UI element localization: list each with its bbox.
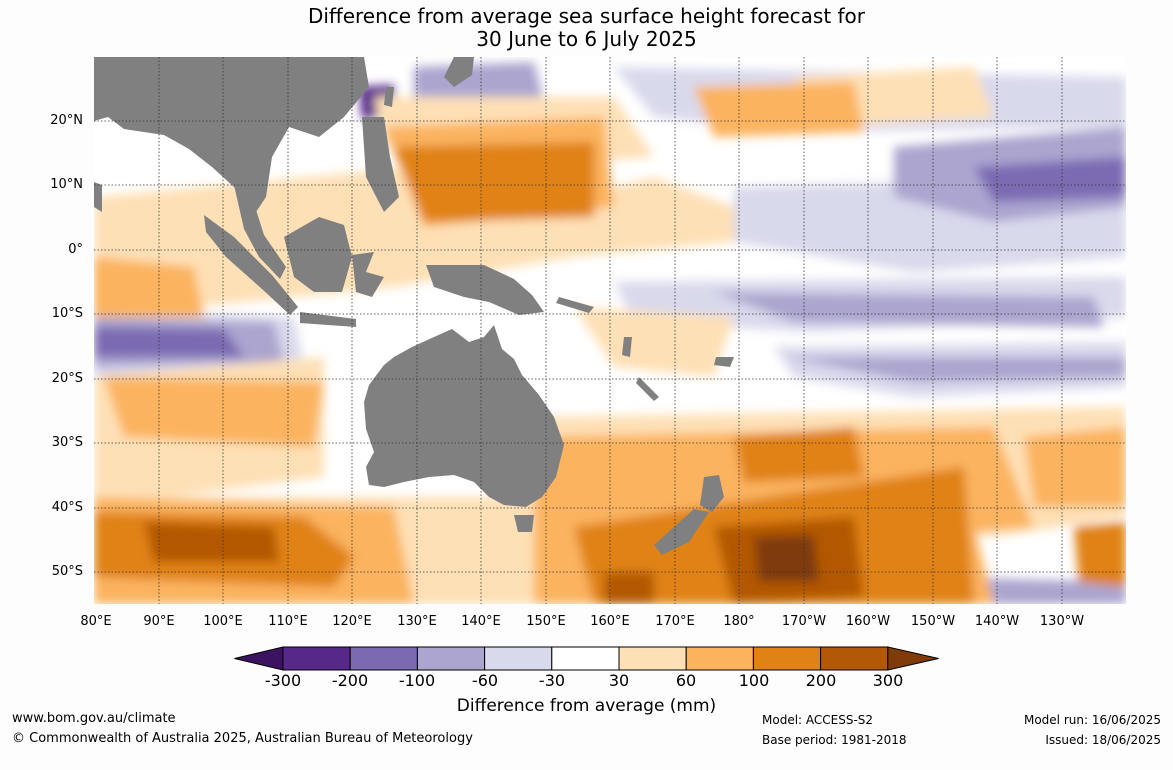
legend-tick-label: -200 bbox=[331, 671, 369, 690]
lon-label-170e: 170°E bbox=[655, 614, 695, 629]
anomaly-field bbox=[94, 62, 1126, 604]
base-period: Base period: 1981-2018 bbox=[762, 733, 907, 747]
legend-tick-label: 60 bbox=[675, 671, 697, 690]
legend-colorbar bbox=[234, 646, 939, 671]
lon-label-150e: 150°E bbox=[526, 614, 566, 629]
colorbar-segment bbox=[618, 646, 687, 671]
map-title-line1: Difference from average sea surface heig… bbox=[307, 4, 866, 28]
colorbar-low-extend bbox=[234, 646, 284, 671]
lat-label-30s: 30°S bbox=[51, 435, 83, 450]
lon-label-110e: 110°E bbox=[268, 614, 308, 629]
legend-tick-label: -60 bbox=[471, 671, 499, 690]
legend-tick-label: -100 bbox=[398, 671, 436, 690]
lon-label-140e: 140°E bbox=[461, 614, 501, 629]
lon-label-170w: 170°W bbox=[781, 614, 827, 629]
lon-label-100e: 100°E bbox=[203, 614, 243, 629]
colorbar-segment bbox=[282, 646, 351, 671]
lon-label-130w: 130°W bbox=[1039, 614, 1085, 629]
website-link[interactable]: www.bom.gov.au/climate bbox=[12, 711, 176, 726]
colorbar-high-extend bbox=[887, 646, 939, 671]
lat-label-20s: 20°S bbox=[51, 371, 83, 386]
legend-tick-label: 200 bbox=[805, 671, 837, 690]
legend-tick-label: 30 bbox=[608, 671, 630, 690]
lon-label-90e: 90°E bbox=[143, 614, 175, 629]
legend-title: Difference from average (mm) bbox=[456, 696, 717, 716]
lon-label-80e: 80°E bbox=[80, 614, 112, 629]
lat-label-50s: 50°S bbox=[51, 564, 83, 579]
lat-label-10s: 10°S bbox=[51, 306, 83, 321]
colorbar-segment bbox=[551, 646, 620, 671]
lat-label-0: 0° bbox=[68, 242, 83, 257]
lon-label-140w: 140°W bbox=[974, 614, 1020, 629]
legend-tick-label: -300 bbox=[264, 671, 302, 690]
lat-label-10n: 10°N bbox=[50, 177, 83, 192]
model-name: Model: ACCESS-S2 bbox=[762, 713, 874, 727]
colorbar-segment bbox=[416, 646, 486, 671]
legend-tick-label: 300 bbox=[872, 671, 904, 690]
legend-tick-label: 100 bbox=[738, 671, 770, 690]
sea-surface-height-map bbox=[94, 57, 1126, 604]
copyright-notice: © Commonwealth of Australia 2025, Austra… bbox=[12, 731, 473, 746]
graticule bbox=[94, 57, 1126, 604]
land-masses bbox=[94, 57, 734, 555]
legend-tick-label: -30 bbox=[538, 671, 566, 690]
colorbar-segment bbox=[484, 646, 553, 671]
lat-label-40s: 40°S bbox=[51, 500, 83, 515]
lat-label-20n: 20°N bbox=[50, 113, 83, 128]
colorbar-segment bbox=[349, 646, 418, 671]
lon-label-180: 180° bbox=[723, 614, 755, 629]
model-run-date: Model run: 16/06/2025 bbox=[1023, 713, 1161, 727]
colorbar-segment bbox=[685, 646, 754, 671]
map-title-line2: 30 June to 6 July 2025 bbox=[476, 27, 697, 51]
lon-label-160w: 160°W bbox=[845, 614, 891, 629]
lon-label-130e: 130°E bbox=[397, 614, 437, 629]
issued-date: Issued: 18/06/2025 bbox=[1045, 733, 1161, 747]
colorbar-segment bbox=[820, 646, 889, 671]
lon-label-120e: 120°E bbox=[332, 614, 372, 629]
lon-label-160e: 160°E bbox=[590, 614, 630, 629]
colorbar-segment bbox=[752, 646, 822, 671]
lon-label-150w: 150°W bbox=[910, 614, 956, 629]
